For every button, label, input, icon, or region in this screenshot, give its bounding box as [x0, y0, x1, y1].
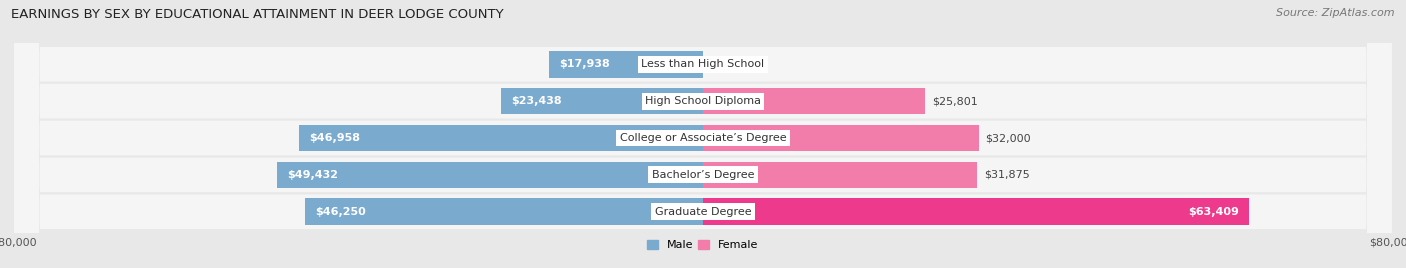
- Bar: [277, 162, 703, 188]
- Bar: [548, 51, 703, 77]
- Bar: [305, 199, 703, 225]
- Text: $46,958: $46,958: [309, 133, 360, 143]
- Bar: [501, 88, 703, 114]
- Text: Less than High School: Less than High School: [641, 59, 765, 69]
- Text: College or Associate’s Degree: College or Associate’s Degree: [620, 133, 786, 143]
- Text: $63,409: $63,409: [1188, 207, 1239, 217]
- Bar: [703, 162, 977, 188]
- Text: $17,938: $17,938: [558, 59, 610, 69]
- FancyBboxPatch shape: [14, 0, 1392, 268]
- FancyBboxPatch shape: [14, 0, 1392, 268]
- Text: Source: ZipAtlas.com: Source: ZipAtlas.com: [1277, 8, 1395, 18]
- Text: High School Diploma: High School Diploma: [645, 96, 761, 106]
- Text: $32,000: $32,000: [986, 133, 1031, 143]
- Text: $25,801: $25,801: [932, 96, 977, 106]
- Text: $46,250: $46,250: [315, 207, 366, 217]
- Bar: [703, 199, 1249, 225]
- Text: Bachelor’s Degree: Bachelor’s Degree: [652, 170, 754, 180]
- Text: $23,438: $23,438: [512, 96, 562, 106]
- Text: $31,875: $31,875: [984, 170, 1031, 180]
- FancyBboxPatch shape: [14, 0, 1392, 268]
- Text: $49,432: $49,432: [288, 170, 339, 180]
- Bar: [298, 125, 703, 151]
- Text: Graduate Degree: Graduate Degree: [655, 207, 751, 217]
- Text: EARNINGS BY SEX BY EDUCATIONAL ATTAINMENT IN DEER LODGE COUNTY: EARNINGS BY SEX BY EDUCATIONAL ATTAINMEN…: [11, 8, 503, 21]
- Text: $0: $0: [710, 59, 724, 69]
- Legend: Male, Female: Male, Female: [647, 240, 759, 250]
- FancyBboxPatch shape: [14, 0, 1392, 268]
- FancyBboxPatch shape: [14, 0, 1392, 268]
- Bar: [703, 88, 925, 114]
- Bar: [703, 125, 979, 151]
